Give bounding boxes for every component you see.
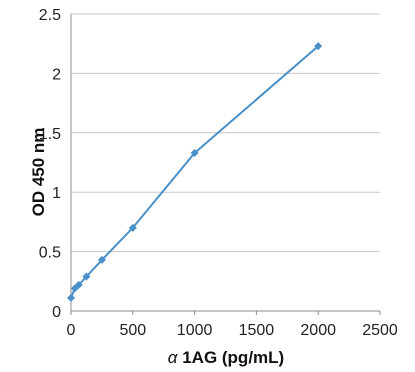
x-tick-label: 500	[119, 322, 146, 339]
data-point	[190, 148, 199, 157]
x-tick-label: 0	[67, 322, 76, 339]
x-tick-label: 1500	[239, 322, 275, 339]
data-point	[74, 280, 83, 289]
x-tick-labels: 0 500 1000 1500 2000 2500	[67, 322, 398, 339]
data-point	[82, 272, 91, 281]
data-point	[67, 293, 75, 302]
y-tick-label: 1.5	[39, 126, 61, 143]
y-tick-labels: 0 0.5 1 1.5 2 2.5	[39, 7, 61, 321]
y-tick-label: 0.5	[39, 245, 61, 262]
series-line	[70, 45, 319, 299]
series-layer	[67, 42, 323, 302]
x-tick-label: 2500	[362, 322, 398, 339]
y-tick-label: 1	[52, 185, 61, 202]
axes	[70, 14, 381, 315]
y-tick-label: 0	[52, 304, 61, 321]
data-point	[314, 42, 323, 51]
x-axis-title: α 1AG (pg/mL)	[168, 348, 284, 367]
x-tick-label: 1000	[177, 322, 213, 339]
y-tick-label: 2.5	[39, 7, 61, 24]
data-point	[128, 223, 137, 232]
x-axis-title-main: 1AG (pg/mL)	[177, 348, 284, 367]
x-axis-title-prefix: α	[168, 348, 179, 367]
data-point	[97, 255, 106, 264]
y-tick-label: 2	[52, 66, 61, 83]
grid-lines	[71, 13, 380, 253]
x-tick-label: 2000	[300, 322, 336, 339]
y-axis-title: OD 450 nm	[29, 128, 48, 217]
